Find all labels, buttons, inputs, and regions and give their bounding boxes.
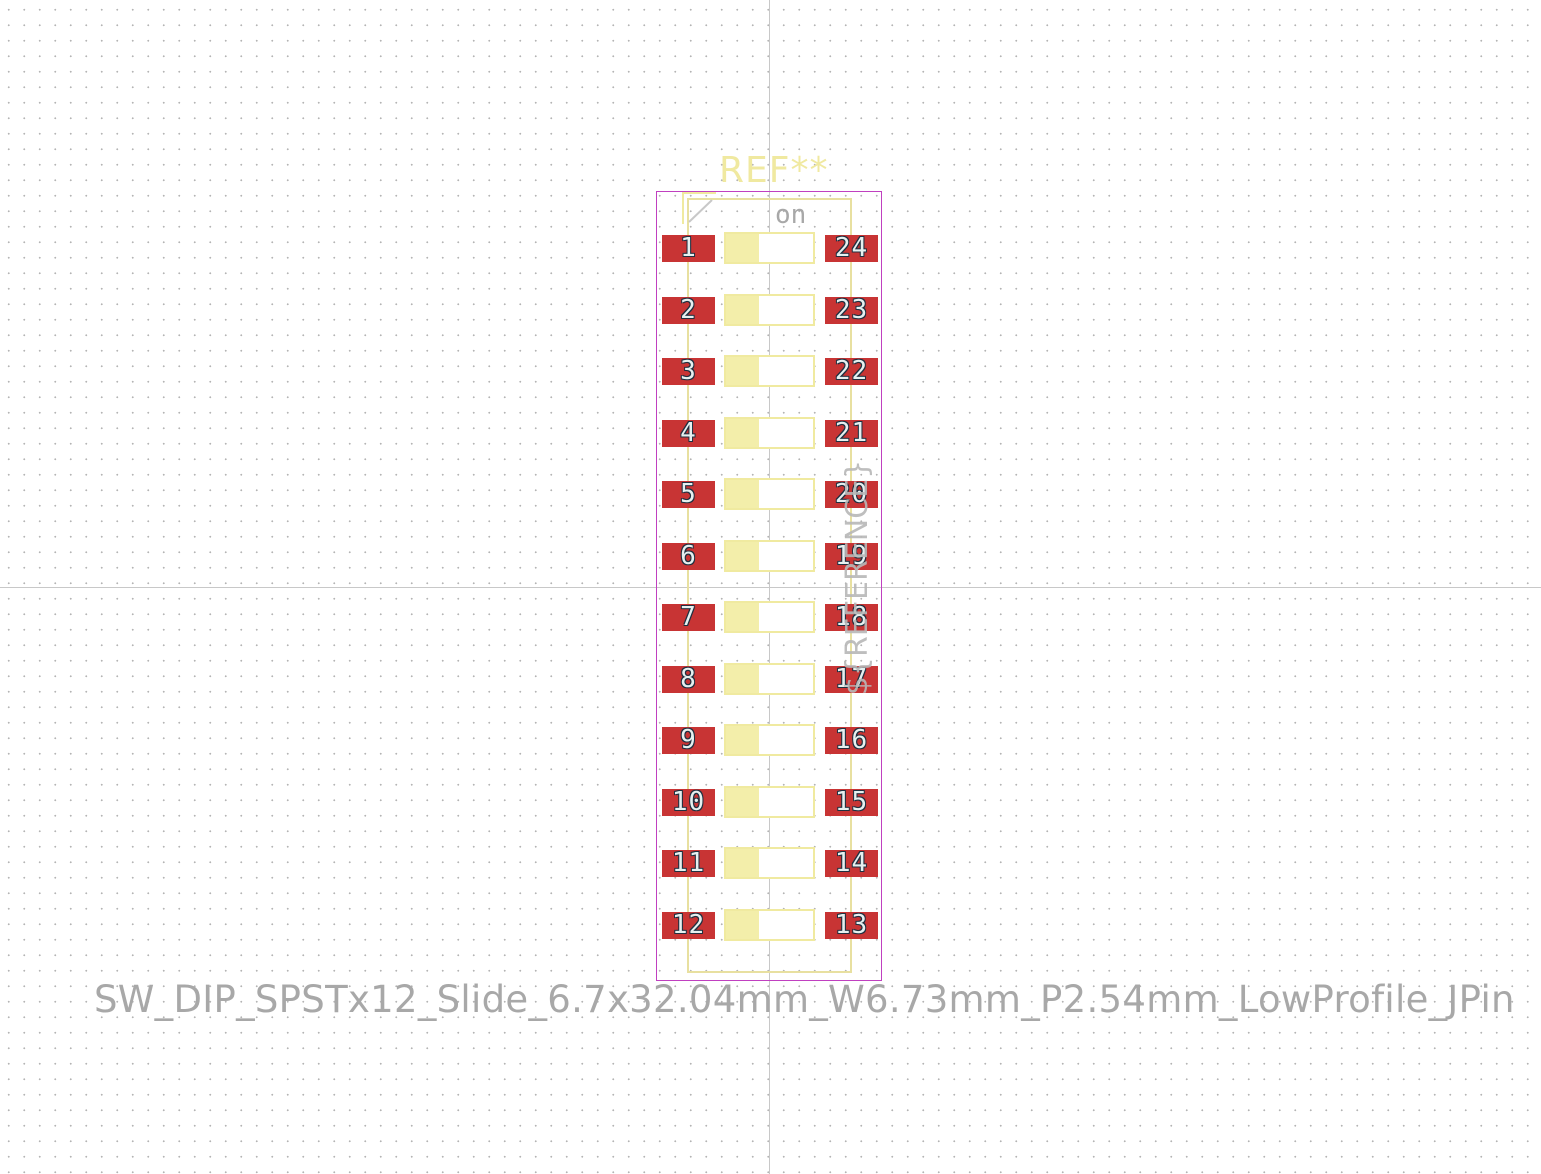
switch-knob <box>726 541 759 570</box>
switch-knob <box>726 295 759 324</box>
switch-knob <box>726 910 759 939</box>
pad-12[interactable]: 12 <box>662 911 715 939</box>
pad-6[interactable]: 6 <box>662 542 715 570</box>
footprint-value-text[interactable]: SW_DIP_SPSTx12_Slide_6.7x32.04mm_W6.73mm… <box>94 978 1515 1021</box>
pad-22[interactable]: 22 <box>825 358 878 385</box>
switch-12 <box>724 908 815 941</box>
switch-knob <box>726 787 759 816</box>
pad-5[interactable]: 5 <box>662 481 715 508</box>
pad-15[interactable]: 15 <box>825 788 878 816</box>
pad-7[interactable]: 7 <box>662 604 715 631</box>
switch-knob <box>726 357 759 385</box>
pad-19[interactable]: 19 <box>825 542 878 570</box>
fabrication-outline <box>687 198 852 973</box>
pad-1[interactable]: 1 <box>662 235 715 262</box>
pad-20[interactable]: 20 <box>825 481 878 508</box>
switch-knob <box>726 664 759 693</box>
pad-4[interactable]: 4 <box>662 419 715 447</box>
switch-3 <box>724 355 815 387</box>
switch-knob <box>726 603 759 631</box>
pad-13[interactable]: 13 <box>825 911 878 939</box>
pad-16[interactable]: 16 <box>825 727 878 754</box>
pad-11[interactable]: 11 <box>662 850 715 877</box>
switch-11 <box>724 847 815 879</box>
switch-knob <box>726 234 759 262</box>
switch-knob <box>726 480 759 508</box>
crosshair-horizontal <box>0 587 1541 588</box>
switch-knob <box>726 418 759 447</box>
pad-17[interactable]: 17 <box>825 665 878 693</box>
pad-24[interactable]: 24 <box>825 235 878 262</box>
switch-10 <box>724 785 815 818</box>
pad-8[interactable]: 8 <box>662 665 715 693</box>
pad-10[interactable]: 10 <box>662 788 715 816</box>
switch-7 <box>724 601 815 633</box>
pad-2[interactable]: 2 <box>662 296 715 324</box>
switch-1 <box>724 232 815 264</box>
switch-6 <box>724 539 815 572</box>
courtyard-outline <box>656 191 882 981</box>
pad-18[interactable]: 18 <box>825 604 878 631</box>
reference-field-text[interactable]: ${REFERENCE} <box>840 459 876 696</box>
pad-14[interactable]: 14 <box>825 850 878 877</box>
switch-knob <box>726 726 759 754</box>
pad-9[interactable]: 9 <box>662 727 715 754</box>
switch-knob <box>726 849 759 877</box>
pad-21[interactable]: 21 <box>825 419 878 447</box>
pad-23[interactable]: 23 <box>825 296 878 324</box>
on-label: on <box>775 200 807 230</box>
switch-5 <box>724 478 815 510</box>
switch-8 <box>724 662 815 695</box>
switch-2 <box>724 293 815 326</box>
reference-designator[interactable]: REF** <box>719 150 829 191</box>
switch-9 <box>724 724 815 756</box>
switch-4 <box>724 416 815 449</box>
pad-3[interactable]: 3 <box>662 358 715 385</box>
